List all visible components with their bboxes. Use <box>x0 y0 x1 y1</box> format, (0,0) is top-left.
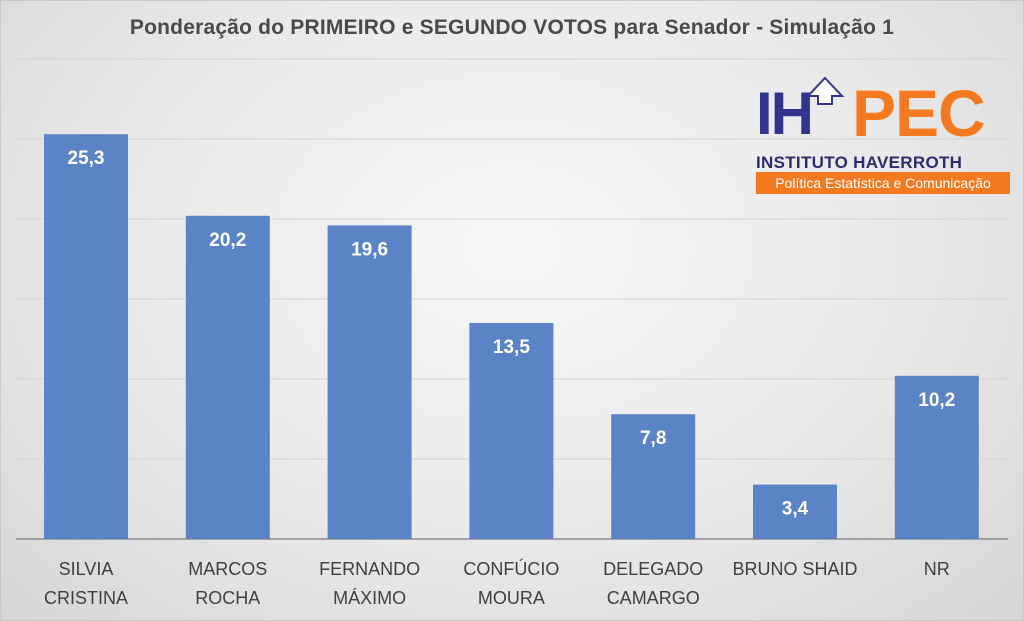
category-label-5-line-0: BRUNO SHAID <box>732 559 857 579</box>
logo-tagline: Política Estatística e Comunicação <box>756 172 1010 194</box>
ihpec-logo: IH PEC INSTITUTO HAVERROTH Política Esta… <box>756 76 1012 196</box>
bar-value-label-0: 25,3 <box>68 148 105 169</box>
category-label-1-line-1: ROCHA <box>195 588 260 608</box>
bar-value-label-6: 10,2 <box>918 390 955 411</box>
logo-wordmark: IH PEC <box>756 76 1012 152</box>
logo-institute-name: INSTITUTO HAVERROTH <box>756 153 963 172</box>
bar-value-label-3: 13,5 <box>493 337 530 358</box>
bar-5 <box>753 484 837 539</box>
bar-3 <box>469 323 554 539</box>
bar-value-label-4: 7,8 <box>640 428 666 449</box>
chart-title: Ponderação do PRIMEIRO e SEGUNDO VOTOS p… <box>129 16 895 39</box>
category-label-6-line-0: NR <box>924 559 950 579</box>
bar-2 <box>327 225 412 539</box>
category-label-2-line-0: FERNANDO <box>319 559 420 579</box>
category-label-0-line-0: SILVIA <box>59 559 114 579</box>
bar-value-label-5: 3,4 <box>782 499 809 520</box>
bar-value-label-2: 19,6 <box>351 239 388 260</box>
logo-letters-pec: PEC <box>852 76 986 150</box>
logo-letters-ih: IH <box>756 80 814 147</box>
bar-0 <box>44 134 128 539</box>
category-label-4-line-0: DELEGADO <box>603 559 703 579</box>
category-label-1-line-0: MARCOS <box>188 559 267 579</box>
logo-arrow-icon <box>805 76 845 105</box>
category-label-0-line-1: CRISTINA <box>44 588 128 608</box>
bar-4 <box>611 414 696 539</box>
bar-1 <box>185 215 270 540</box>
bar-value-label-1: 20,2 <box>209 230 246 251</box>
category-label-4-line-1: CAMARGO <box>607 588 700 608</box>
category-label-3-line-0: CONFÚCIO <box>463 558 559 579</box>
category-label-2-line-1: MÁXIMO <box>333 588 406 608</box>
category-label-3-line-1: MOURA <box>478 588 545 608</box>
bar-6 <box>894 375 979 539</box>
